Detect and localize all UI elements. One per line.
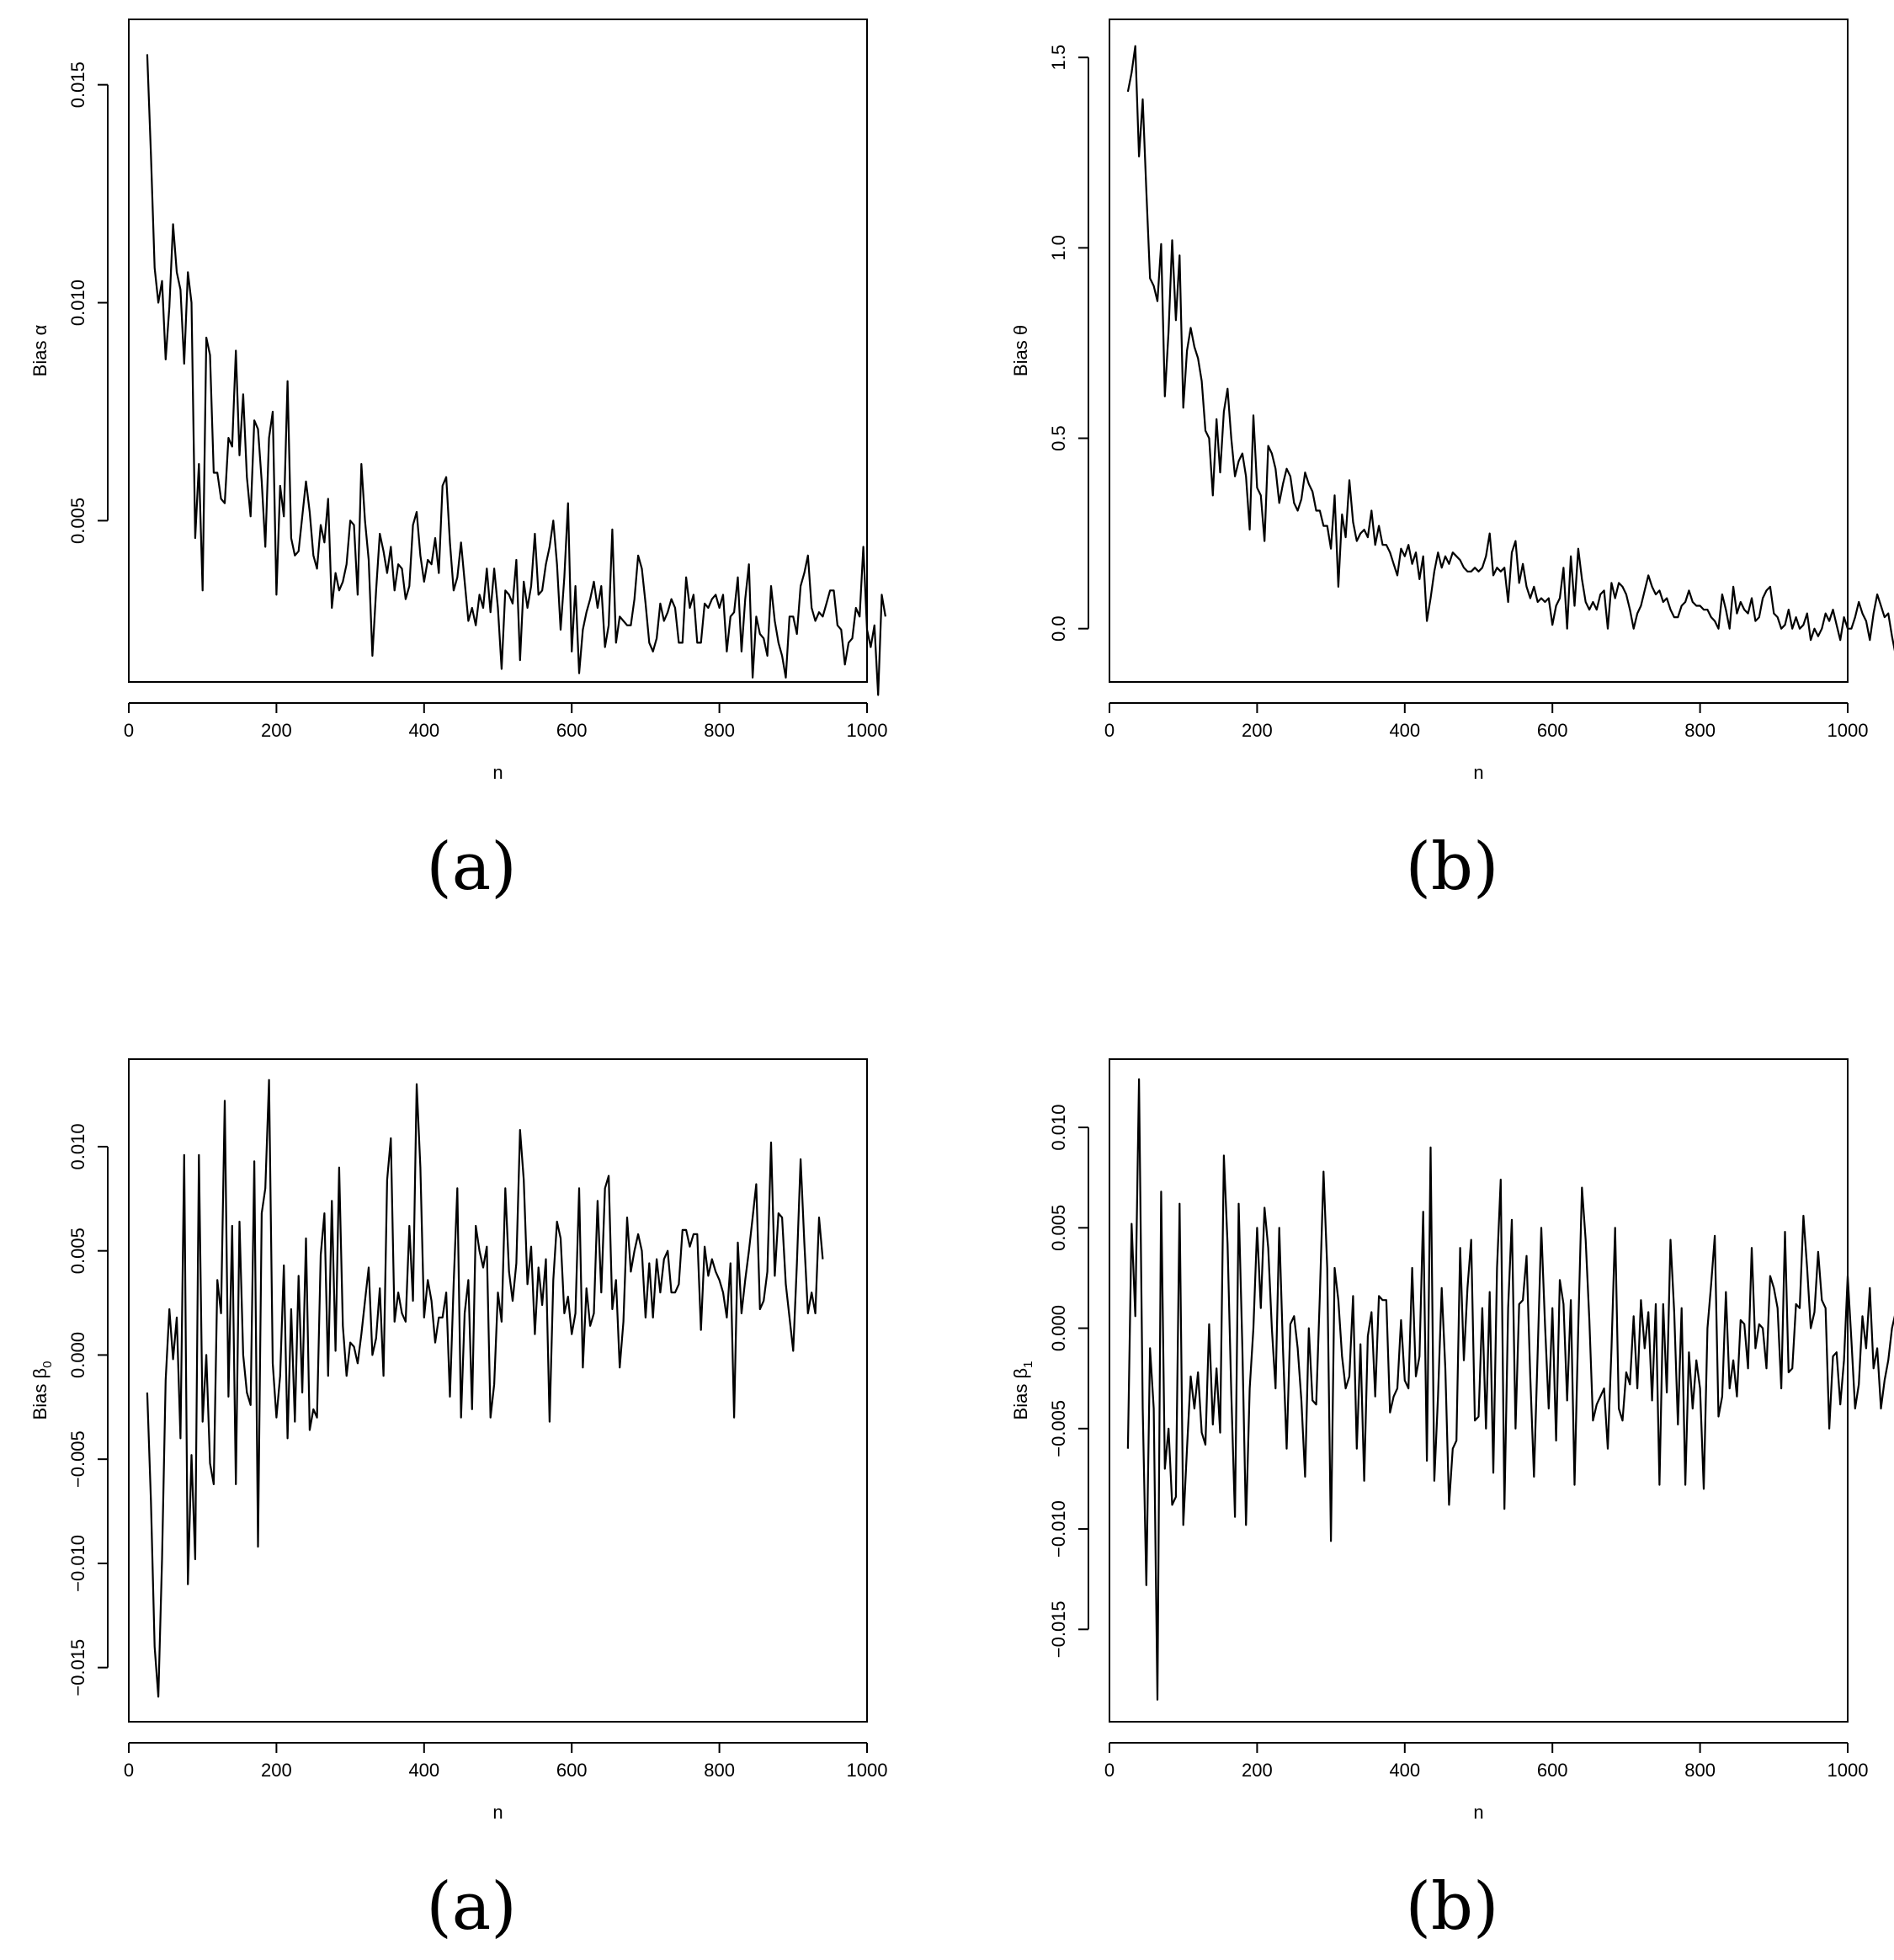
x-axis-title: n xyxy=(1473,1802,1483,1823)
y-tick-label: 0.005 xyxy=(67,1228,88,1274)
y-tick-label: 0.015 xyxy=(67,61,88,108)
x-tick-label: 800 xyxy=(1684,720,1716,741)
y-tick-label: 0.005 xyxy=(1048,1205,1069,1251)
x-tick-label: 400 xyxy=(408,720,439,741)
x-tick-label: 0 xyxy=(1104,1760,1115,1781)
caption-b-bottom: (b) xyxy=(1405,1869,1499,1945)
chart-svg: 0 200 400 600 800 1000 −0.015 −0.010 −0.005 0.000… xyxy=(29,1058,888,1823)
y-tick-label: −0.015 xyxy=(1048,1600,1069,1658)
series-line xyxy=(146,54,886,696)
x-tick-label: 600 xyxy=(556,1760,588,1781)
plot-frame xyxy=(128,1058,868,1723)
y-tick-label: −0.005 xyxy=(1048,1400,1069,1457)
x-tick-label: 600 xyxy=(1537,720,1568,741)
y-tick-label: 0.005 xyxy=(67,498,88,544)
x-tick-label: 600 xyxy=(1537,1760,1568,1781)
x-tick-label: 0 xyxy=(1104,720,1115,741)
plot-frame xyxy=(128,19,868,683)
y-tick-label: 1.0 xyxy=(1048,235,1069,261)
y-tick-label: −0.015 xyxy=(67,1639,88,1696)
y-tick-label: 0.000 xyxy=(1048,1305,1069,1351)
x-tick-label: 1000 xyxy=(847,1760,888,1781)
chart-panel-a-top: 0 200 400 600 800 1000 0.005 0.010 0.015 n Bias α xyxy=(0,0,913,808)
y-tick-label: −0.010 xyxy=(67,1535,88,1592)
chart-svg: 0 200 400 600 800 1000 0.005 0.010 0.015 n Bias α xyxy=(29,19,888,783)
y-tick-label: 0.5 xyxy=(1048,425,1069,451)
y-tick-label: −0.005 xyxy=(67,1430,88,1488)
x-axis-title: n xyxy=(1473,762,1483,783)
x-tick-label: 600 xyxy=(556,720,588,741)
chart-panel-b-top: 0 200 400 600 800 1000 0.0 0.5 1.0 1.5 n Bias θ xyxy=(981,0,1894,808)
y-tick-label: 0.000 xyxy=(67,1332,88,1378)
caption-a-bottom: (a) xyxy=(426,1869,517,1945)
plot-frame xyxy=(1109,19,1849,683)
y-tick-label: −0.010 xyxy=(1048,1500,1069,1558)
x-tick-label: 800 xyxy=(704,1760,735,1781)
series-line xyxy=(146,1079,824,1698)
x-tick-label: 400 xyxy=(408,1760,439,1781)
y-axis-title: Bias θ xyxy=(1010,325,1031,376)
chart-svg: 0 200 400 600 800 1000 −0.015 −0.010 −0.005 0.000… xyxy=(1010,1058,1894,1823)
chart-panel-b-bottom: 0 200 400 600 800 1000 −0.015 −0.010 −0.005 0.000… xyxy=(981,1040,1894,1848)
x-tick-label: 800 xyxy=(704,720,735,741)
y-axis-title: Bias α xyxy=(29,324,51,376)
series-line xyxy=(1126,1078,1894,1701)
x-tick-label: 1000 xyxy=(1827,720,1869,741)
y-axis-title: Bias β0 xyxy=(29,1361,55,1420)
y-tick-label: 0.010 xyxy=(67,280,88,326)
y-tick-label: 0.010 xyxy=(67,1123,88,1169)
chart-panel-a-bottom: 0 200 400 600 800 1000 −0.015 −0.010 −0.005 0.000… xyxy=(0,1040,913,1848)
series-line xyxy=(1126,45,1894,652)
chart-svg: 0 200 400 600 800 1000 0.0 0.5 1.0 1.5 n Bias θ xyxy=(1010,19,1894,783)
x-tick-label: 400 xyxy=(1389,720,1420,741)
x-tick-label: 0 xyxy=(124,720,134,741)
x-tick-label: 800 xyxy=(1684,1760,1716,1781)
y-tick-label: 1.5 xyxy=(1048,45,1069,71)
caption-a-top: (a) xyxy=(426,829,517,905)
plot-frame xyxy=(1109,1058,1849,1723)
x-tick-label: 200 xyxy=(261,720,292,741)
x-tick-label: 0 xyxy=(124,1760,134,1781)
y-axis-title: Bias β1 xyxy=(1010,1361,1035,1420)
x-axis-title: n xyxy=(492,762,503,783)
x-tick-label: 200 xyxy=(1242,1760,1273,1781)
y-tick-label: 0.0 xyxy=(1048,615,1069,642)
caption-b-top: (b) xyxy=(1405,829,1499,905)
x-axis-title: n xyxy=(492,1802,503,1823)
x-tick-label: 200 xyxy=(1242,720,1273,741)
y-tick-label: 0.010 xyxy=(1048,1105,1069,1151)
x-tick-label: 200 xyxy=(261,1760,292,1781)
x-tick-label: 1000 xyxy=(1827,1760,1869,1781)
x-tick-label: 400 xyxy=(1389,1760,1420,1781)
x-tick-label: 1000 xyxy=(847,720,888,741)
